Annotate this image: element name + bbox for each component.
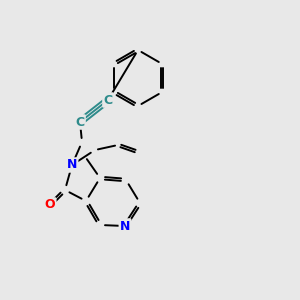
Text: N: N [120,220,130,232]
Text: O: O [45,199,55,212]
Text: N: N [67,158,77,172]
Text: C: C [103,94,112,106]
Text: C: C [75,116,85,128]
